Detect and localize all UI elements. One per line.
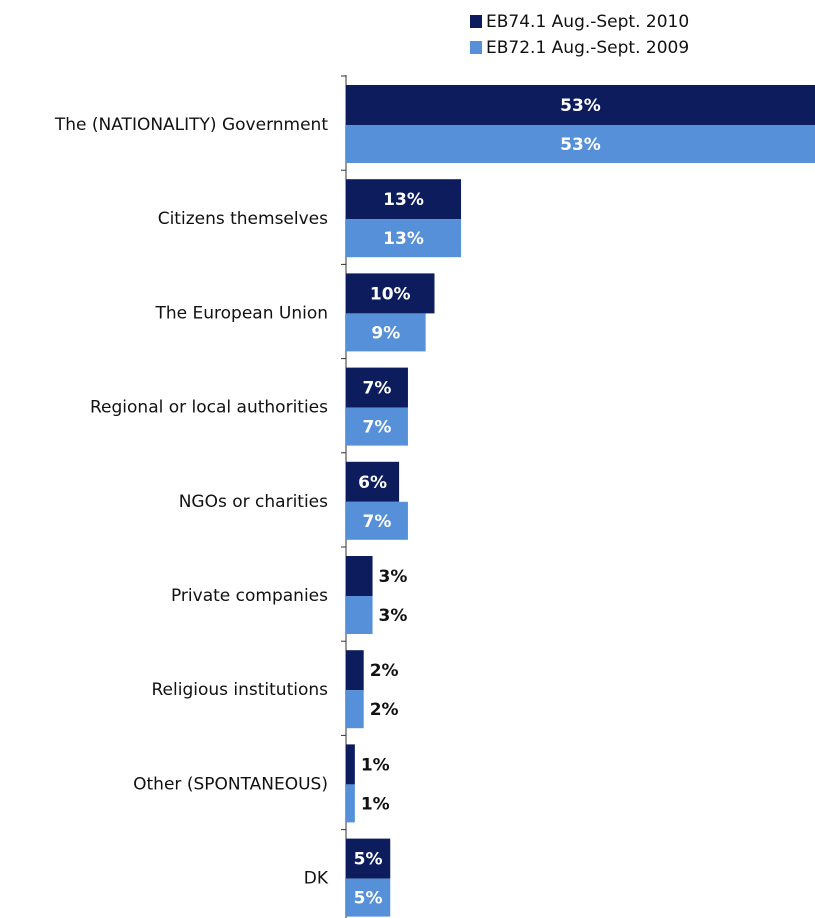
bar: [346, 838, 391, 879]
category-label: Other (SPONTANEOUS): [133, 774, 328, 794]
category-label: DK: [304, 869, 329, 889]
bar: [346, 407, 408, 446]
bar: [346, 556, 373, 596]
bar: [346, 125, 815, 163]
category-label: Religious institutions: [151, 680, 328, 700]
value-label: 3%: [379, 606, 408, 626]
legend-label: EB74.1 Aug.-Sept. 2010: [486, 12, 689, 32]
bar: [346, 179, 462, 220]
value-label: 2%: [370, 700, 399, 720]
bar: [346, 367, 408, 408]
bar: [346, 650, 364, 691]
value-label: 5%: [354, 889, 383, 909]
bar: [346, 461, 400, 502]
value-label: 53%: [560, 135, 601, 155]
value-label: 7%: [363, 512, 392, 532]
bar: [346, 85, 815, 125]
bar: [346, 596, 373, 634]
value-label: 53%: [560, 96, 601, 116]
bar: [346, 273, 435, 314]
bar: [346, 690, 364, 729]
value-label: 9%: [371, 323, 400, 343]
bar: [346, 501, 408, 540]
bar: [346, 784, 355, 823]
bar: [346, 219, 462, 258]
value-label: 2%: [370, 661, 399, 681]
category-label: The (NATIONALITY) Government: [54, 115, 328, 135]
value-label: 3%: [379, 567, 408, 587]
bar: [346, 744, 355, 785]
value-label: 1%: [361, 755, 390, 775]
category-label: Regional or local authorities: [90, 398, 328, 418]
legend-swatch: [470, 15, 482, 28]
value-label: 13%: [383, 190, 424, 210]
value-label: 10%: [370, 284, 411, 304]
value-label: 5%: [354, 850, 383, 870]
bar: [346, 313, 426, 352]
bar: [346, 878, 391, 917]
category-label: Private companies: [171, 586, 328, 606]
value-label: 7%: [363, 379, 392, 399]
category-label: NGOs or charities: [179, 492, 328, 512]
value-label: 13%: [383, 229, 424, 249]
value-label: 6%: [358, 473, 387, 493]
value-label: 1%: [361, 794, 390, 814]
value-label: 7%: [363, 418, 392, 438]
legend-label: EB72.1 Aug.-Sept. 2009: [486, 38, 689, 58]
category-label: Citizens themselves: [158, 209, 328, 229]
category-label: The European Union: [154, 303, 328, 323]
legend-swatch: [470, 41, 482, 54]
